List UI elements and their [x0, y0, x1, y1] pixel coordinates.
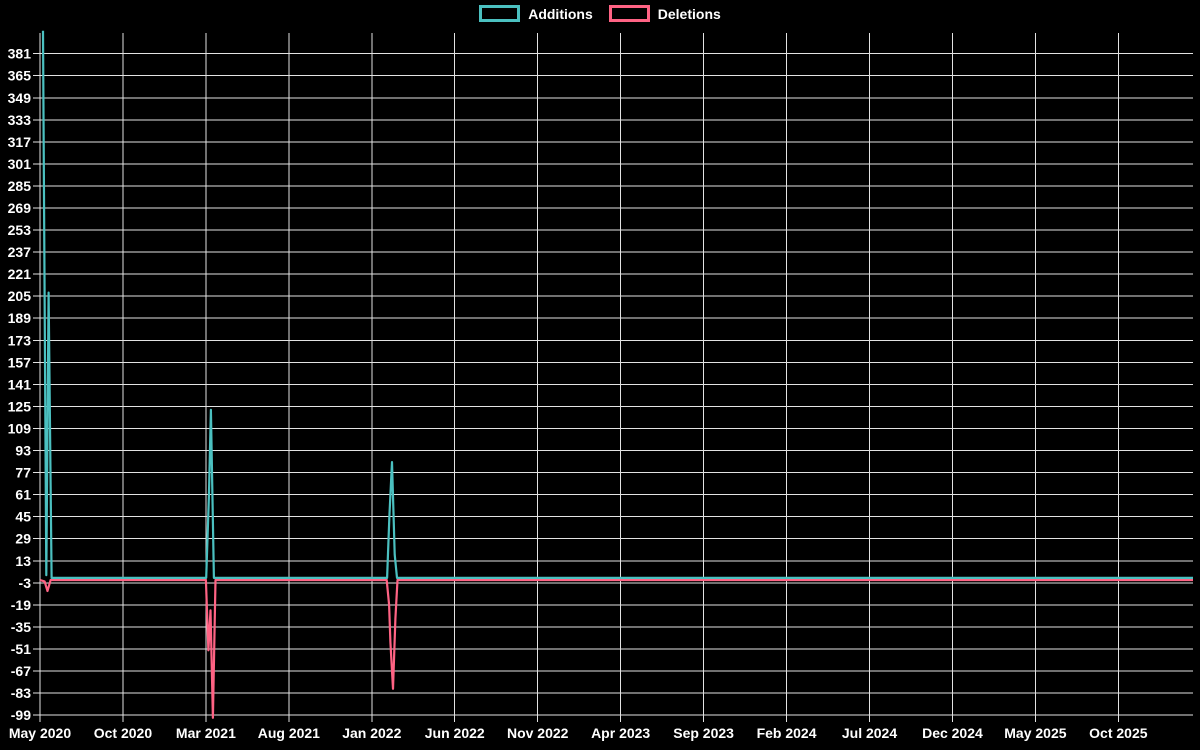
- y-tick-label: 189: [8, 310, 32, 326]
- y-tick-label: 349: [8, 90, 32, 106]
- x-tick-label: May 2020: [9, 725, 71, 741]
- x-tick-label: Jan 2022: [342, 725, 401, 741]
- y-tick-label: 13: [15, 553, 31, 569]
- y-tick-label: 205: [8, 288, 32, 304]
- x-tick-label: May 2025: [1004, 725, 1066, 741]
- x-tick-label: Mar 2021: [176, 725, 236, 741]
- y-tick-label: 365: [8, 68, 32, 84]
- y-tick-label: -3: [19, 575, 32, 591]
- additions-swatch: [479, 5, 521, 22]
- deletions-swatch: [608, 5, 650, 22]
- x-tick-label: Jun 2022: [425, 725, 485, 741]
- y-tick-label: 173: [8, 332, 32, 348]
- y-tick-label: 29: [15, 531, 31, 547]
- chart-legend: Additions Deletions: [0, 5, 1200, 22]
- y-tick-label: 61: [15, 487, 31, 503]
- deletions-line: [39, 578, 1193, 719]
- y-tick-label: 45: [15, 509, 31, 525]
- y-tick-label: 157: [8, 354, 32, 370]
- x-tick-label: Aug 2021: [258, 725, 320, 741]
- x-tick-label: Nov 2022: [507, 725, 569, 741]
- legend-item-additions[interactable]: Additions: [479, 5, 593, 22]
- y-tick-label: -99: [11, 707, 31, 723]
- y-tick-label: 269: [8, 200, 32, 216]
- legend-label-additions: Additions: [528, 5, 593, 22]
- y-tick-label: 141: [8, 376, 32, 392]
- x-tick-label: Apr 2023: [591, 725, 650, 741]
- legend-item-deletions[interactable]: Deletions: [608, 5, 721, 22]
- y-tick-label: 77: [15, 465, 31, 481]
- y-tick-label: 125: [8, 398, 32, 414]
- x-tick-label: Oct 2025: [1089, 725, 1148, 741]
- x-tick-label: Feb 2024: [757, 725, 817, 741]
- y-tick-label: 109: [8, 420, 32, 436]
- y-tick-label: -51: [11, 641, 31, 657]
- x-tick-label: Sep 2023: [673, 725, 734, 741]
- y-tick-label: 93: [15, 443, 31, 459]
- y-tick-label: -83: [11, 685, 31, 701]
- y-tick-label: 285: [8, 178, 32, 194]
- y-tick-label: 301: [8, 156, 32, 172]
- y-tick-label: 317: [8, 134, 32, 150]
- y-tick-label: -19: [11, 597, 31, 613]
- y-tick-label: 381: [8, 46, 32, 62]
- y-tick-label: 333: [8, 112, 32, 128]
- y-tick-label: -35: [11, 619, 31, 635]
- y-tick-label: -67: [11, 663, 31, 679]
- y-tick-label: 253: [8, 222, 32, 238]
- legend-label-deletions: Deletions: [657, 5, 721, 22]
- x-tick-label: Dec 2024: [922, 725, 983, 741]
- y-tick-label: 237: [8, 244, 32, 260]
- x-tick-label: Jul 2024: [842, 725, 897, 741]
- y-tick-label: 221: [8, 266, 32, 282]
- additions-line: [41, 30, 1193, 580]
- x-tick-label: Oct 2020: [94, 725, 153, 741]
